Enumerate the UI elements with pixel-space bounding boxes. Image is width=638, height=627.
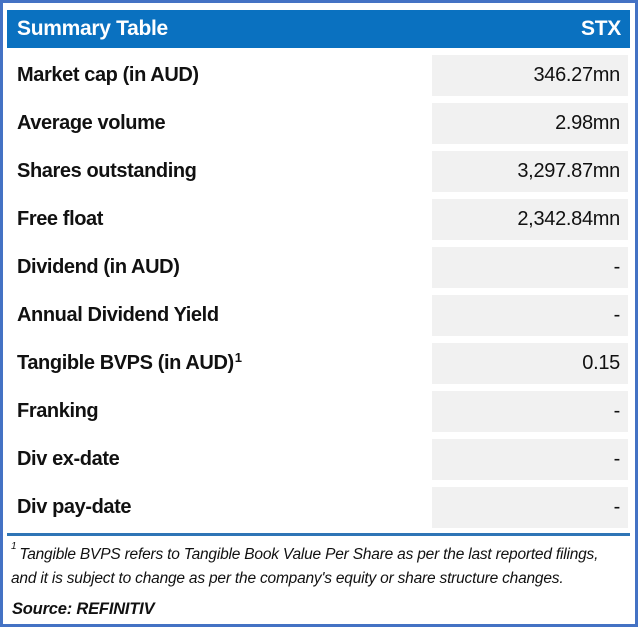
row-value: - [432, 295, 628, 336]
footnote-superscript: 1 [11, 540, 17, 552]
table-rows: Market cap (in AUD) 346.27mn Average volum… [7, 55, 630, 528]
row-value: - [432, 487, 628, 528]
table-row: Div pay-date - [7, 487, 630, 528]
table-row: Tangible BVPS (in AUD) 1 0.15 [7, 343, 630, 384]
row-value: 0.15 [432, 343, 628, 384]
row-label: Shares outstanding [17, 160, 197, 182]
table-row: Dividend (in AUD) - [7, 247, 630, 288]
row-label: Average volume [17, 112, 166, 134]
table-header: Summary Table STX [7, 10, 630, 48]
footnote-divider [7, 533, 630, 536]
row-label: Div ex-date [17, 448, 120, 470]
table-row: Market cap (in AUD) 346.27mn [7, 55, 630, 96]
table-title: Summary Table [17, 17, 168, 40]
table-row: Div ex-date - [7, 439, 630, 480]
ticker-symbol: STX [581, 17, 621, 40]
row-label: Tangible BVPS (in AUD) 1 [17, 349, 242, 375]
row-label: Div pay-date [17, 496, 132, 518]
row-value: 2,342.84mn [432, 199, 628, 240]
row-label: Dividend (in AUD) [17, 256, 180, 278]
row-value: 2.98mn [432, 103, 628, 144]
table-row: Shares outstanding 3,297.87mn [7, 151, 630, 192]
table-row: Free float 2,342.84mn [7, 199, 630, 240]
source-attribution: Source: REFINITIV [12, 600, 155, 618]
table-row: Franking - [7, 391, 630, 432]
row-label: Free float [17, 208, 104, 230]
row-value: 346.27mn [432, 55, 628, 96]
row-value: 3,297.87mn [432, 151, 628, 192]
row-label: Annual Dividend Yield [17, 304, 219, 326]
row-label: Market cap (in AUD) [17, 64, 199, 86]
table-row: Annual Dividend Yield - [7, 295, 630, 336]
row-value: - [432, 247, 628, 288]
footnote-text: Tangible BVPS refers to Tangible Book Va… [11, 546, 599, 587]
footnote: 1 Tangible BVPS refers to Tangible Book V… [7, 540, 630, 591]
row-value: - [432, 439, 628, 480]
row-label: Franking [17, 400, 99, 422]
table-row: Average volume 2.98mn [7, 103, 630, 144]
row-value: - [432, 391, 628, 432]
